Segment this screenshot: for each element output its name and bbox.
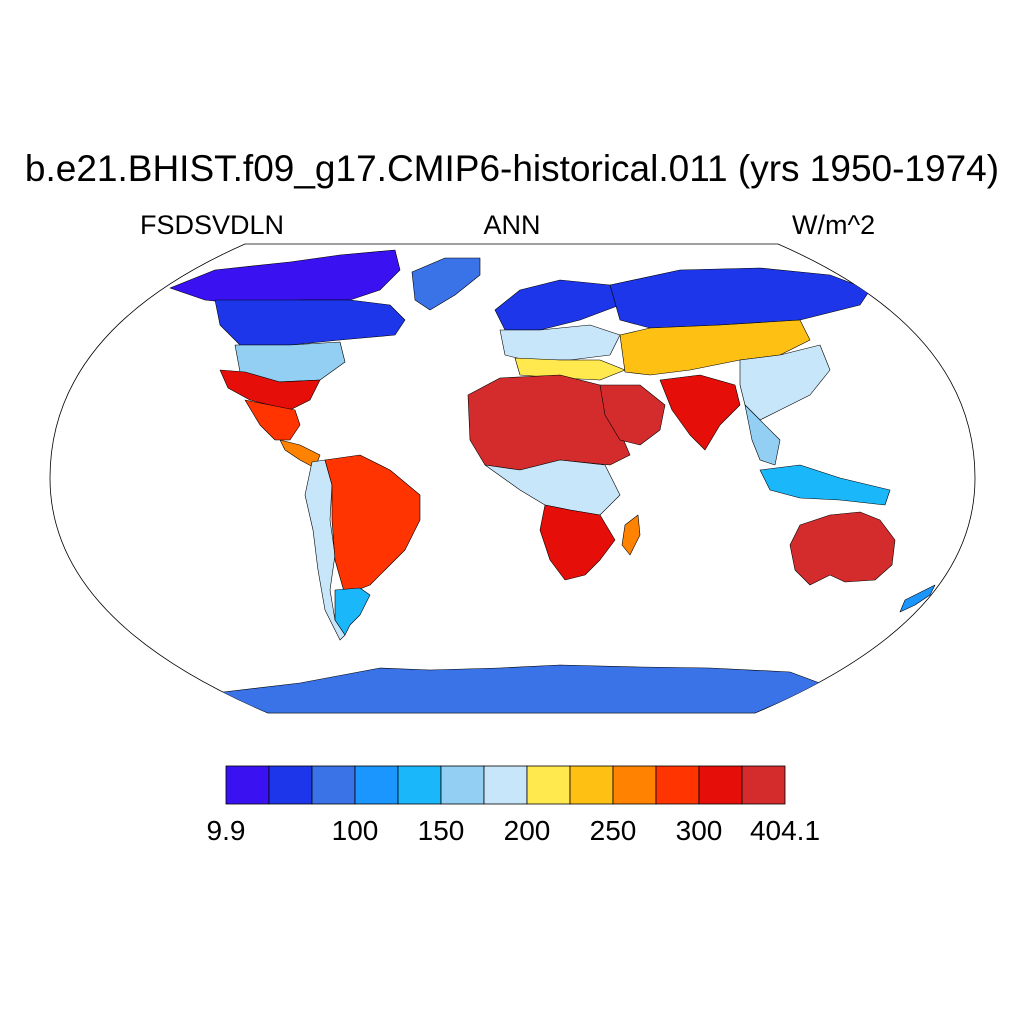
region-madagascar (621, 514, 641, 556)
region-sahara (467, 374, 631, 471)
region-southeast-asia (744, 404, 781, 466)
region-canada (214, 299, 406, 346)
region-greenland (411, 257, 481, 311)
variable-label: FSDSVDLN (140, 210, 285, 240)
region-brazil (324, 454, 421, 596)
region-europe (499, 324, 621, 361)
region-southwest-united-states (219, 369, 321, 411)
region-australia (789, 511, 896, 586)
region-siberia (609, 267, 871, 329)
region-indonesia (759, 464, 891, 506)
season-label: ANN (483, 210, 541, 240)
region-mexico (244, 399, 301, 441)
region-southern-africa (539, 504, 616, 581)
region-china (739, 344, 831, 421)
region-antarctica (214, 664, 826, 713)
region-central-africa (484, 459, 621, 516)
region-arabia (599, 384, 666, 446)
units-label: W/m^2 (792, 210, 876, 240)
plot-title: b.e21.BHIST.f09_g17.CMIP6-historical.011… (24, 148, 1000, 189)
region-new-zealand (899, 584, 936, 613)
region-patagonia (334, 587, 371, 636)
region-india (659, 374, 741, 451)
region-mediterranean (514, 357, 626, 381)
